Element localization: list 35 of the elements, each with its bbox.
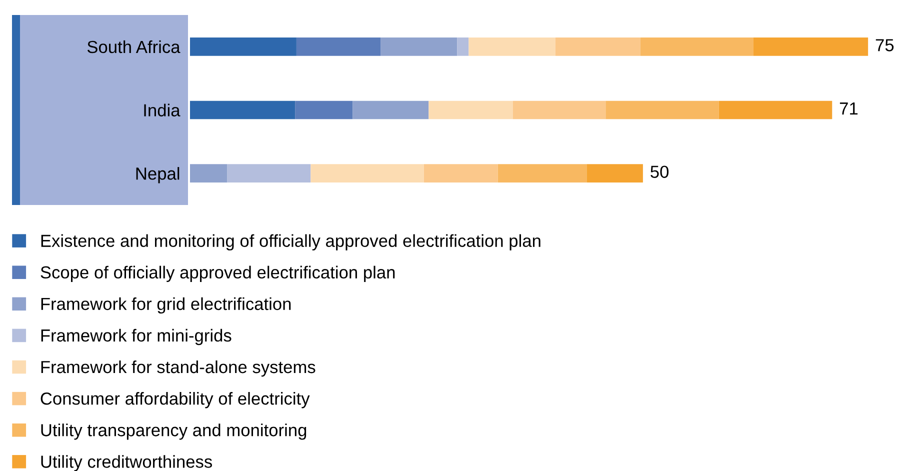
y-tick-label: South Africa <box>87 40 180 54</box>
bar <box>640 37 754 56</box>
annotation: 50 <box>650 166 669 178</box>
bar <box>296 37 381 56</box>
bar <box>555 37 640 56</box>
bar <box>227 164 311 183</box>
annotation: 71 <box>840 102 858 114</box>
bar <box>190 100 296 120</box>
legend-label: Framework for stand-alone systems <box>41 360 316 377</box>
y-tick-label: Nepal <box>136 167 180 184</box>
annotation: 75 <box>876 39 894 52</box>
bar <box>190 37 296 56</box>
bar <box>753 37 868 56</box>
bar <box>586 164 643 183</box>
bar <box>468 37 556 56</box>
legend-label: Framework for mini-grids <box>41 328 232 346</box>
legend-label: Consumer affordability of electricity <box>40 392 310 408</box>
bar <box>428 100 513 120</box>
bar <box>606 100 719 120</box>
legend-label: Utility creditworthiness <box>41 455 212 471</box>
bar <box>190 164 228 183</box>
bar <box>457 37 469 56</box>
bar <box>295 100 353 120</box>
bar <box>424 164 498 183</box>
bar <box>512 100 606 120</box>
bar <box>352 100 429 120</box>
bar <box>498 164 587 183</box>
legend-label: Scope of officially approved electrification plan <box>40 266 395 282</box>
bar <box>380 37 458 56</box>
y-tick-label: India <box>144 104 180 116</box>
legend-label: Existence and monitoring of officially approved electrification plan <box>41 234 540 250</box>
bar <box>310 164 424 183</box>
legend-label: Utility transparency and monitoring <box>41 424 306 440</box>
bar <box>718 100 832 120</box>
legend-label: Framework for grid electrification <box>41 297 291 314</box>
